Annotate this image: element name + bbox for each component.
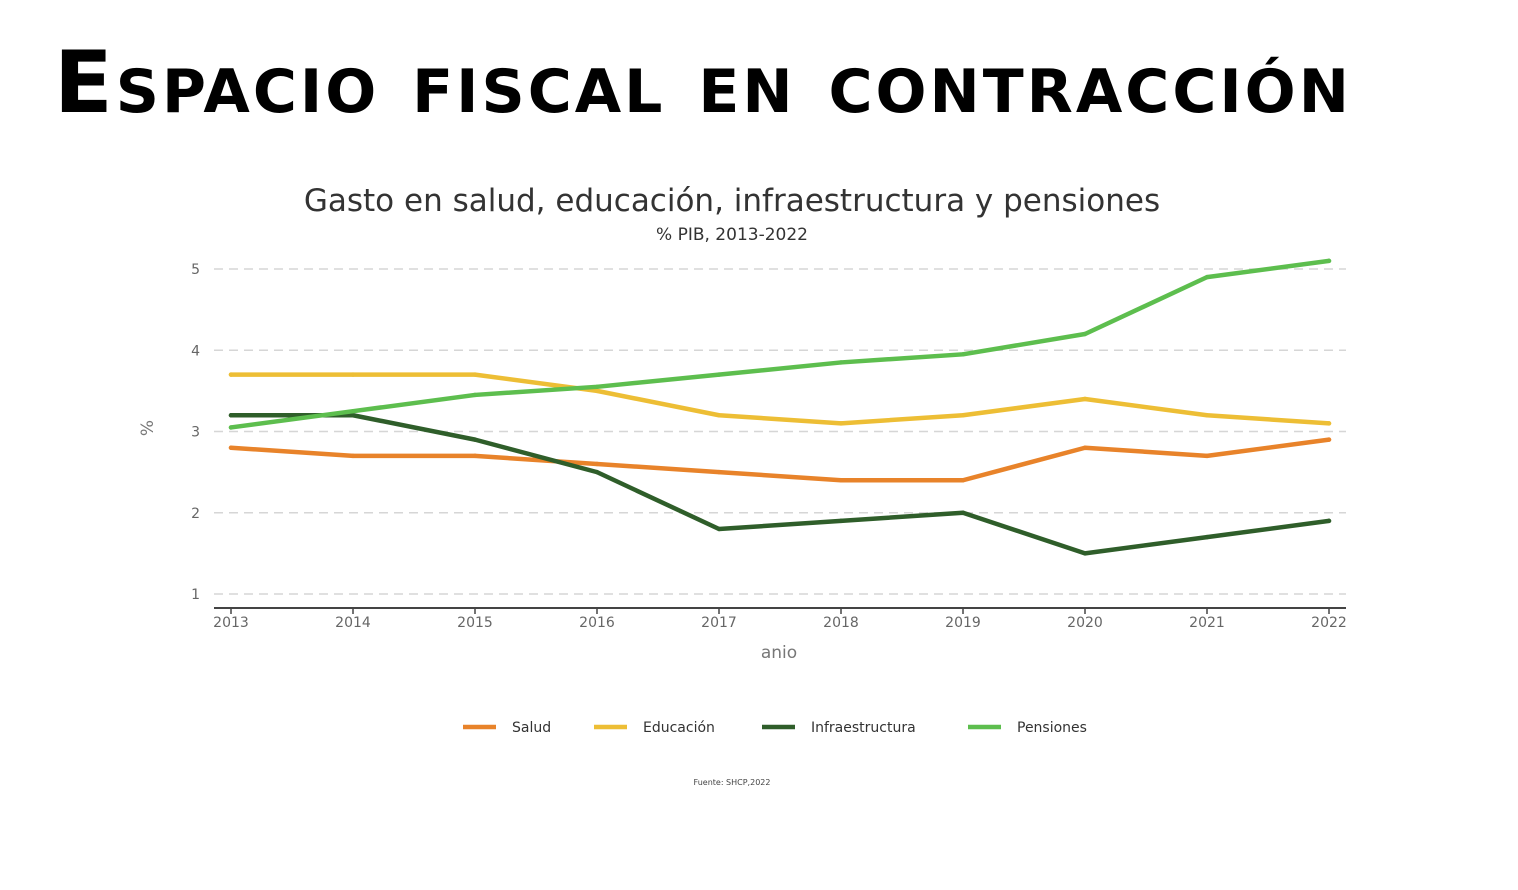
data-point-educacion: [1326, 421, 1332, 426]
legend-label-salud: Salud: [512, 720, 551, 736]
x-tick-label: 2019: [945, 615, 981, 631]
x-tick-label: 2013: [213, 615, 249, 631]
data-point-infraestructura: [472, 437, 478, 442]
data-point-educacion: [594, 388, 600, 394]
data-point-salud: [472, 453, 478, 459]
data-point-pensiones: [472, 392, 478, 398]
data-point-educacion: [228, 372, 234, 377]
data-point-salud: [960, 478, 966, 483]
x-axis-ticks: 2013 2014 2015 2016 2017 2018 2019 2020 2021 2022: [213, 608, 1347, 631]
data-point-educacion: [716, 413, 722, 418]
data-point-pensiones: [228, 425, 234, 430]
legend: Salud Educación Infraestructura Pensiones: [463, 720, 1087, 736]
x-tick-label: 2020: [1067, 615, 1103, 631]
data-point-salud: [838, 478, 844, 483]
data-point-pensiones: [350, 408, 356, 414]
gridlines: [214, 268, 1346, 595]
x-tick-label: 2018: [823, 615, 859, 631]
data-point-infraestructura: [228, 413, 234, 418]
data-point-pensiones: [1326, 258, 1332, 264]
data-point-salud: [228, 445, 234, 450]
legend-label-educacion: Educación: [643, 720, 715, 736]
x-tick-label: 2021: [1189, 615, 1225, 631]
data-point-salud: [350, 453, 356, 459]
y-tick-label: 3: [191, 425, 200, 441]
data-point-pensiones: [960, 352, 966, 357]
data-point-salud: [1082, 445, 1088, 450]
chart-subtitle: % PIB, 2013-2022: [656, 225, 808, 245]
legend-label-infraestructura: Infraestructura: [811, 720, 916, 736]
y-axis-ticks: 1 2 3 4 5: [191, 262, 200, 603]
x-axis-label: anio: [761, 643, 797, 663]
y-tick-label: 5: [191, 262, 200, 278]
x-tick-label: 2022: [1311, 615, 1347, 631]
data-point-infraestructura: [594, 469, 600, 475]
data-point-infraestructura: [1204, 534, 1210, 540]
series-line-pensiones: [228, 258, 1332, 430]
data-point-salud: [1204, 453, 1210, 459]
series-line-educacion: [228, 372, 1332, 426]
x-tick-label: 2014: [335, 615, 371, 631]
data-point-salud: [716, 469, 722, 475]
data-point-infraestructura: [1326, 518, 1332, 524]
data-point-pensiones: [594, 384, 600, 390]
slide-title: Espacio fiscal en contracción: [54, 33, 1352, 133]
data-point-infraestructura: [960, 510, 966, 515]
data-point-educacion: [1082, 396, 1088, 402]
y-axis-label: %: [138, 420, 158, 436]
y-tick-label: 2: [191, 506, 200, 522]
data-point-infraestructura: [350, 413, 356, 418]
y-tick-label: 1: [191, 587, 200, 603]
data-point-educacion: [838, 421, 844, 426]
x-tick-label: 2015: [457, 615, 493, 631]
data-point-infraestructura: [1082, 551, 1088, 556]
data-point-salud: [594, 461, 600, 467]
data-point-educacion: [1204, 413, 1210, 418]
data-point-pensiones: [716, 372, 722, 377]
legend-label-pensiones: Pensiones: [1017, 720, 1087, 736]
chart-title: Gasto en salud, educación, infraestructu…: [304, 183, 1160, 219]
x-tick-label: 2017: [701, 615, 737, 631]
data-point-pensiones: [1204, 274, 1210, 280]
chart-source: Fuente: SHCP,2022: [694, 778, 771, 787]
data-point-infraestructura: [838, 518, 844, 524]
data-point-educacion: [350, 372, 356, 377]
series-lines: [228, 258, 1332, 556]
x-tick-label: 2016: [579, 615, 615, 631]
data-point-salud: [1326, 437, 1332, 442]
series-line-salud: [228, 437, 1332, 483]
data-point-educacion: [960, 413, 966, 418]
data-point-educacion: [472, 372, 478, 377]
data-point-pensiones: [1082, 331, 1088, 337]
series-line-infraestructura: [228, 413, 1332, 556]
y-tick-label: 4: [191, 343, 200, 359]
data-point-pensiones: [838, 360, 844, 365]
data-point-infraestructura: [716, 526, 722, 532]
